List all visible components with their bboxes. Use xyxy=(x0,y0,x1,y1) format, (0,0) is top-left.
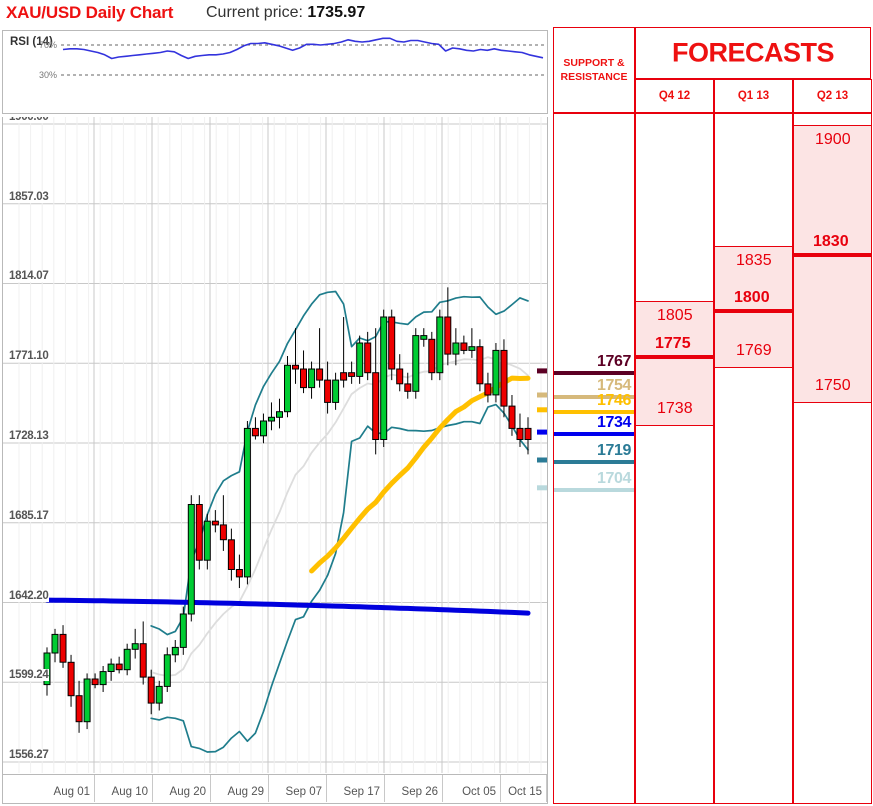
candlestick-plot xyxy=(3,117,547,773)
date-tick-cell: Sep 17 xyxy=(327,775,385,802)
date-tick-cell: Aug 01 xyxy=(37,775,95,802)
date-tick-cell: Oct 05 xyxy=(443,775,501,802)
level-line-1746 xyxy=(554,409,634,414)
level-line-1754 xyxy=(554,394,634,399)
rsi-title: RSI (14) xyxy=(10,36,53,48)
quarter-column-q1-13 xyxy=(714,113,793,804)
date-tick-cell: Aug 10 xyxy=(95,775,153,802)
support-resistance-header: SUPPORT & RESISTANCE xyxy=(553,27,635,113)
quarter-column-q2-13 xyxy=(793,113,872,804)
price-tick-label: 1771.10 xyxy=(8,350,50,363)
current-price-value: 1735.97 xyxy=(307,4,366,21)
level-line-1704 xyxy=(554,487,634,492)
forecast-target-line-q2-13 xyxy=(793,252,872,257)
price-tick-label: 1556.27 xyxy=(8,749,50,761)
forecast-target-q4-12: 1775 xyxy=(655,335,691,352)
date-tick-label: Aug 20 xyxy=(169,786,206,798)
date-tick-cell: Aug 20 xyxy=(153,775,211,802)
quarter-header-q2-13: Q2 13 xyxy=(793,79,872,113)
rsi-upper-tick-label: 70% xyxy=(38,40,57,50)
forecasts-header: FORECASTS xyxy=(635,27,871,79)
forecast-target-q2-13: 1830 xyxy=(813,232,849,250)
price-chart-panel: 1900.00 1857.03 1814.07 1771.10 1728.13 1685.… xyxy=(2,117,548,775)
level-value-1754: 1754 xyxy=(597,376,631,394)
rsi-lower-tick-label: 30% xyxy=(38,70,57,80)
support-resistance-header-label: SUPPORT & RESISTANCE xyxy=(560,57,628,83)
date-tick-label: Aug 01 xyxy=(53,786,90,798)
price-tick-label: 1814.07 xyxy=(8,270,50,283)
forecast-box-q2-13 xyxy=(793,125,872,404)
level-line-1734 xyxy=(554,432,634,437)
current-price-readout: Current price: 1735.97 xyxy=(206,4,365,22)
price-tick-label: 1857.03 xyxy=(8,190,50,203)
level-value-1719: 1719 xyxy=(597,441,631,459)
quarter-header-label: Q2 13 xyxy=(816,90,849,102)
rsi-plot xyxy=(61,37,544,76)
forecasts-header-label: FORECASTS xyxy=(671,37,835,68)
level-line-1767 xyxy=(554,370,634,375)
date-tick-cell: Sep 26 xyxy=(385,775,443,802)
forecast-low-q4-12: 1738 xyxy=(657,399,693,417)
quarter-header-label: Q4 12 xyxy=(658,90,691,102)
quarter-header-label: Q1 13 xyxy=(737,90,770,102)
page-title: XAU/USD Daily Chart xyxy=(6,3,174,22)
price-tick-label: 1599.24 xyxy=(8,669,50,682)
level-line-1719 xyxy=(554,459,634,464)
level-value-1767: 1767 xyxy=(597,352,631,370)
date-tick-label: Oct 05 xyxy=(462,786,496,798)
page-header: XAU/USD Daily Chart Current price: 1735.… xyxy=(0,0,873,28)
forecast-high-q1-13: 1835 xyxy=(736,251,772,269)
price-tick-label: 1685.17 xyxy=(8,509,50,522)
level-value-1746: 1746 xyxy=(597,391,631,409)
forecast-low-q1-13: 1769 xyxy=(736,342,772,360)
date-tick-label: Oct 15 xyxy=(508,786,542,798)
forecast-high-q4-12: 1805 xyxy=(657,307,693,325)
date-tick-cell: Sep 07 xyxy=(269,775,327,802)
date-axis: Aug 01 Aug 10 Aug 20 Aug 29 Sep 07 Sep 17 Sep … xyxy=(2,775,548,804)
support-resistance-column: 1767 1754 1746 1734 1719 1704 xyxy=(553,113,635,804)
date-tick-label: Sep 26 xyxy=(401,786,438,798)
level-value-1734: 1734 xyxy=(597,414,631,432)
forecast-low-q2-13: 1750 xyxy=(815,377,851,395)
date-tick-label: Aug 10 xyxy=(111,786,148,798)
date-tick-label: Sep 07 xyxy=(285,786,322,798)
quarter-column-q4-12 xyxy=(635,113,714,804)
date-tick-cell: Aug 29 xyxy=(211,775,269,802)
current-price-prefix: Current price: xyxy=(206,4,308,21)
forecast-box-q4-12 xyxy=(635,301,714,426)
rsi-panel: RSI (14) 70% 30% xyxy=(2,30,548,114)
date-tick-label: Sep 17 xyxy=(343,786,380,798)
forecast-target-line-q4-12 xyxy=(635,355,714,359)
price-tick-label: 1728.13 xyxy=(8,430,50,442)
quarter-header-q1-13: Q1 13 xyxy=(714,79,793,113)
forecast-table: SUPPORT & RESISTANCE FORECASTS Q4 12 Q1 1… xyxy=(553,27,872,804)
level-value-1704: 1704 xyxy=(597,469,631,487)
forecast-box-q1-13 xyxy=(714,245,793,369)
date-tick-label: Aug 29 xyxy=(227,786,264,798)
price-tick-label: 1642.20 xyxy=(8,589,50,602)
forecast-target-line-q1-13 xyxy=(714,308,793,313)
price-tick-label: 1900.00 xyxy=(8,117,50,123)
forecast-target-q1-13: 1800 xyxy=(734,288,770,306)
date-tick-cell: Oct 15 xyxy=(501,775,547,802)
forecast-high-q2-13: 1900 xyxy=(815,131,851,148)
quarter-header-q4-12: Q4 12 xyxy=(635,79,714,113)
